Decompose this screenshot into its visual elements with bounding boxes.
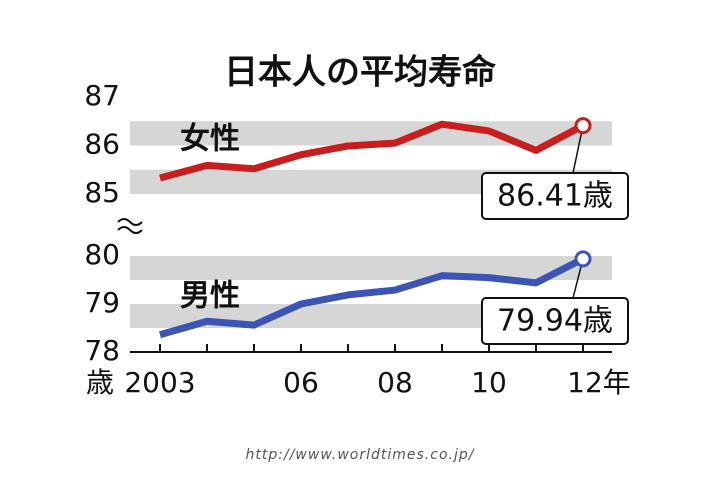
x-tick-label: 2003 — [124, 366, 195, 399]
x-tick-label: 12年 — [567, 366, 631, 399]
end-point — [574, 117, 592, 135]
y-tick-label: 87 — [84, 79, 120, 112]
value-label-box — [481, 297, 629, 345]
legend-label: 女性 — [180, 122, 240, 157]
series-line — [159, 120, 585, 182]
y-tick-label: 85 — [84, 176, 120, 209]
y-tick-label: 80 — [84, 238, 120, 271]
break-mark — [117, 226, 143, 234]
y-tick-label: 86 — [84, 128, 120, 161]
y-tick-label: 78 — [84, 334, 120, 367]
grid-band — [130, 256, 612, 280]
series-line — [159, 255, 585, 339]
chart-title: 日本人の平均寿命 — [224, 53, 496, 93]
y-unit: 歳 — [86, 366, 114, 399]
x-tick-label: 10 — [471, 366, 507, 399]
y-tick-label: 79 — [84, 286, 120, 319]
x-tick-label: 08 — [377, 366, 413, 399]
value-label: 86.41歳 — [497, 179, 613, 214]
axis-break — [117, 218, 143, 234]
value-label: 79.94歳 — [497, 304, 613, 339]
x-tick-label: 06 — [283, 366, 319, 399]
source: http://www.worldtimes.co.jp/ — [246, 447, 475, 463]
break-mark — [117, 218, 143, 226]
legend-label: 男性 — [180, 279, 240, 314]
end-point — [574, 250, 592, 268]
value-label-box — [481, 172, 629, 220]
